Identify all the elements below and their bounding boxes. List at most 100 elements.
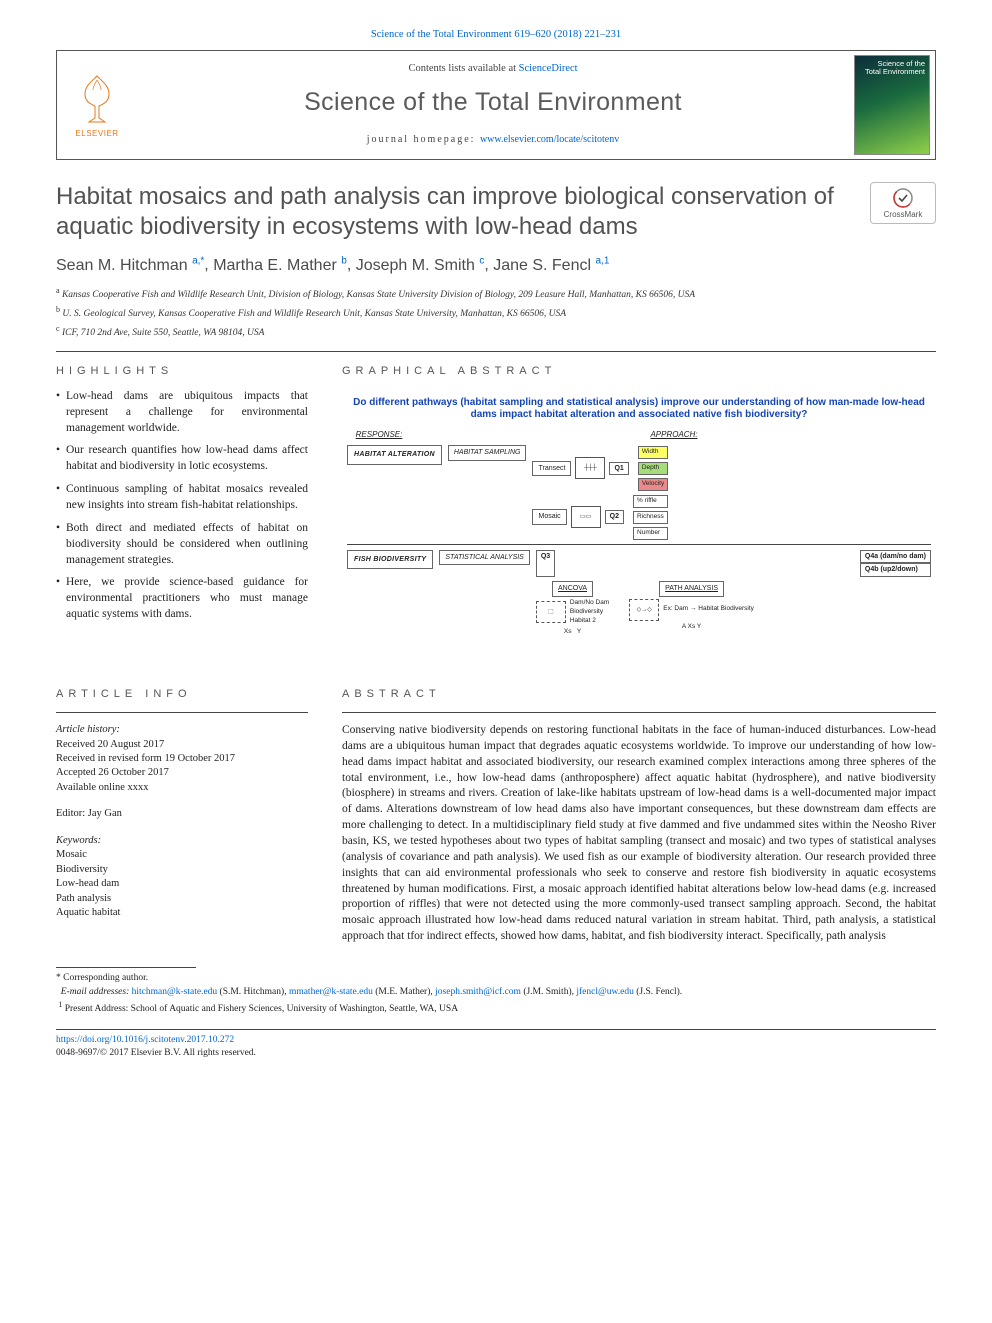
ga-separator — [347, 544, 931, 545]
copyright-line: 0048-9697/© 2017 Elsevier B.V. All right… — [56, 1047, 936, 1060]
affiliation-b: b U. S. Geological Survey, Kansas Cooper… — [56, 304, 936, 321]
ga-transect: Transect — [532, 461, 571, 477]
article-info-section: ARTICLE INFO Article history: Received 2… — [56, 687, 308, 945]
ga-path-icon: ◇→◇ — [629, 599, 659, 621]
email-who: (M.E. Mather) — [375, 987, 430, 997]
author-2: Martha E. Mather b — [213, 257, 347, 274]
highlight-item: Here, we provide science-based guidance … — [56, 575, 308, 623]
email-who: (S.M. Hitchman) — [220, 987, 285, 997]
journal-name: Science of the Total Environment — [145, 85, 841, 120]
ga-chip: Richness — [633, 511, 668, 524]
keyword: Mosaic — [56, 848, 308, 862]
corresponding-author-note: * Corresponding author. — [56, 972, 936, 985]
ga-mosaic-icon: ▭▭ — [571, 506, 601, 528]
highlights-list: Low-head dams are ubiquitous impacts tha… — [56, 389, 308, 623]
crossmark-icon — [892, 187, 914, 209]
ga-mosaic: Mosaic — [532, 509, 566, 525]
ga-chip-velocity: Velocity — [638, 478, 668, 491]
history-accepted: Accepted 26 October 2017 — [56, 766, 308, 780]
journal-homepage-line: journal homepage: www.elsevier.com/locat… — [145, 133, 841, 147]
ga-col-approach: APPROACH: — [417, 429, 931, 440]
ga-approach-habitat-sampling: HABITAT SAMPLING — [448, 445, 527, 461]
editor-line: Editor: Jay Gan — [56, 807, 308, 821]
history-revised: Received in revised form 19 October 2017 — [56, 752, 308, 766]
ga-damnodam: Dam/No Dam — [570, 599, 609, 608]
ga-exdam: Ex: Dam → Habitat Biodiversity — [663, 605, 754, 614]
highlight-item: Our research quantifies how low-head dam… — [56, 443, 308, 475]
emails-line: E-mail addresses: hitchman@k-state.edu (… — [56, 986, 936, 999]
ga-chip: Number — [633, 527, 668, 540]
abstract-heading: ABSTRACT — [342, 687, 936, 702]
ga-biodiversity: Biodiversity — [570, 608, 609, 617]
abstract-text: Conserving native biodiversity depends o… — [342, 723, 936, 945]
ga-title: Do different pathways (habitat sampling … — [342, 397, 936, 422]
email-who: (J.S. Fencl) — [636, 987, 680, 997]
history-label: Article history: — [56, 723, 308, 737]
ga-q3: Q3 — [536, 550, 555, 577]
cover-thumbnail: Science of theTotal Environment — [849, 51, 935, 159]
crossmark-badge[interactable]: CrossMark — [870, 182, 936, 224]
ga-col-response: RESPONSE: — [347, 429, 411, 440]
rule-article-info — [56, 712, 308, 713]
article-info-heading: ARTICLE INFO — [56, 687, 308, 702]
author-4: Jane S. Fencl a,1 — [493, 257, 609, 274]
highlights-heading: HIGHLIGHTS — [56, 364, 308, 379]
elsevier-tree-icon — [73, 72, 121, 126]
bottom-rule — [56, 1029, 936, 1030]
email-who: (J.M. Smith) — [523, 987, 571, 997]
ga-plot-icon: ⬚ — [536, 601, 566, 623]
ga-q2: Q2 — [605, 510, 624, 524]
sciencedirect-link[interactable]: ScienceDirect — [519, 63, 578, 74]
email-link[interactable]: mmather@k-state.edu — [289, 987, 373, 997]
contents-lists-line: Contents lists available at ScienceDirec… — [145, 62, 841, 76]
keywords-label: Keywords: — [56, 834, 308, 848]
article-title: Habitat mosaics and path analysis can im… — [56, 182, 856, 242]
abstract-section: ABSTRACT Conserving native biodiversity … — [342, 687, 936, 945]
ga-habitat2: Habitat 2 — [570, 617, 609, 626]
keyword: Biodiversity — [56, 863, 308, 877]
rule-abstract — [342, 712, 936, 713]
ga-q4a: Q4a (dam/no dam) — [860, 550, 931, 564]
ga-xs-y: Xs Y — [564, 628, 581, 637]
keyword: Low-head dam — [56, 877, 308, 891]
ga-ancova: ANCOVA — [552, 581, 593, 597]
author-3: Joseph M. Smith c — [356, 257, 485, 274]
cover-title-2: Total Environment — [865, 67, 925, 76]
doi-link[interactable]: https://doi.org/10.1016/j.scitotenv.2017… — [56, 1035, 234, 1045]
history-available: Available online xxxx — [56, 781, 308, 795]
graphical-abstract-heading: GRAPHICAL ABSTRACT — [342, 364, 936, 379]
email-link[interactable]: hitchman@k-state.edu — [132, 987, 218, 997]
author-1: Sean M. Hitchman a,* — [56, 257, 204, 274]
publisher-logo: ELSEVIER — [57, 51, 137, 159]
footnotes: * Corresponding author. E-mail addresses… — [56, 972, 936, 1016]
graphical-abstract-section: GRAPHICAL ABSTRACT Do different pathways… — [342, 364, 936, 649]
doi-line: https://doi.org/10.1016/j.scitotenv.2017… — [56, 1034, 936, 1047]
highlight-item: Continuous sampling of habitat mosaics r… — [56, 482, 308, 514]
ga-chip-depth: Depth — [638, 462, 668, 475]
rule-after-authors — [56, 351, 936, 352]
ga-transect-icon: ┼┼┼ — [575, 457, 605, 479]
present-address-note: 1 Present Address: School of Aquatic and… — [56, 1000, 936, 1016]
publisher-name: ELSEVIER — [75, 128, 118, 139]
ga-q1: Q1 — [609, 462, 628, 476]
highlight-item: Low-head dams are ubiquitous impacts tha… — [56, 389, 308, 437]
ga-path-analysis: PATH ANALYSIS — [659, 581, 724, 597]
affiliation-c: c ICF, 710 2nd Ave, Suite 550, Seattle, … — [56, 323, 936, 340]
running-citation: Science of the Total Environment 619–620… — [56, 28, 936, 42]
contents-prefix: Contents lists available at — [408, 63, 518, 74]
footnote-rule — [56, 967, 196, 968]
highlights-section: HIGHLIGHTS Low-head dams are ubiquitous … — [56, 364, 308, 649]
ga-response-habitat: HABITAT ALTERATION — [347, 445, 442, 465]
email-link[interactable]: joseph.smith@icf.com — [435, 987, 521, 997]
homepage-label: journal homepage: — [367, 134, 480, 145]
ga-chip-width: Width — [638, 446, 668, 459]
journal-homepage-link[interactable]: www.elsevier.com/locate/scitotenv — [480, 134, 619, 145]
history-received: Received 20 August 2017 — [56, 738, 308, 752]
affiliation-a: a Kansas Cooperative Fish and Wildlife R… — [56, 285, 936, 302]
ga-response-fish: FISH BIODIVERSITY — [347, 550, 433, 570]
email-link[interactable]: jfencl@uw.edu — [576, 987, 633, 997]
journal-header: ELSEVIER Contents lists available at Sci… — [56, 50, 936, 160]
ga-diagram: RESPONSE: APPROACH: HABITAT ALTERATION H… — [342, 426, 936, 647]
highlight-item: Both direct and mediated effects of habi… — [56, 521, 308, 569]
ga-q4b: Q4b (up2/down) — [860, 563, 931, 577]
